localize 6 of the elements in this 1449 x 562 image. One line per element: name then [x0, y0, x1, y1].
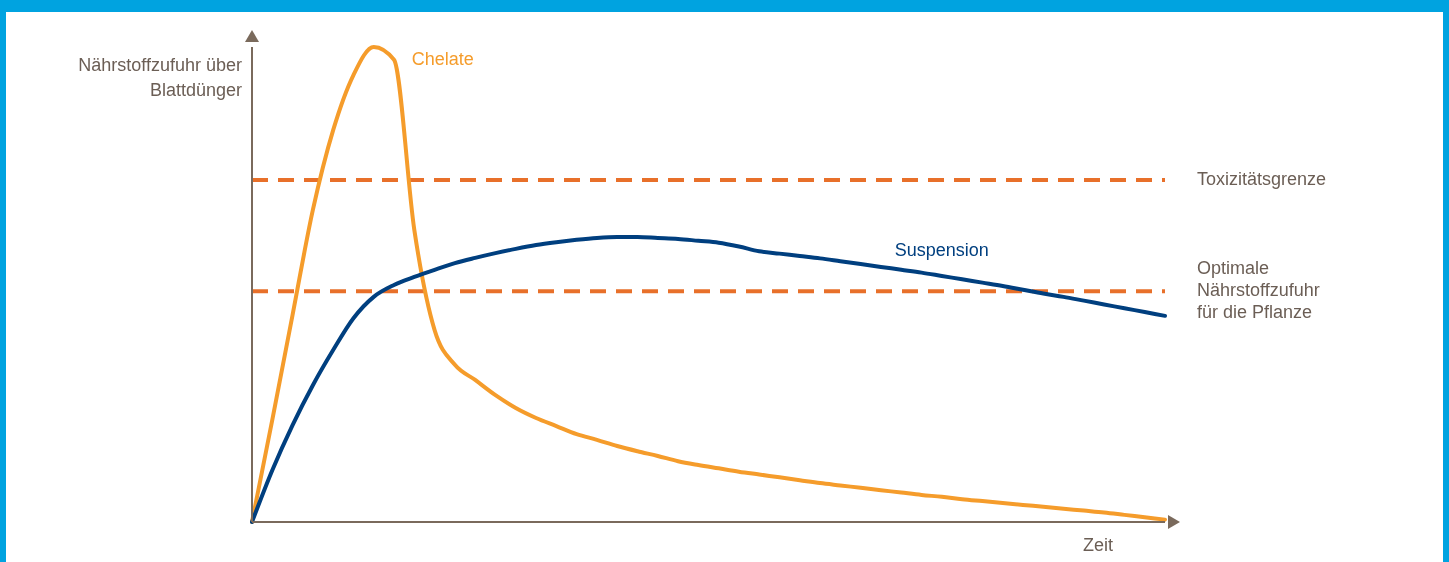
ref-line-label: Optimale Nährstoffzufuhr für die Pflanze [1197, 257, 1320, 322]
series-label: Suspension [894, 239, 989, 260]
ref-line-label: Toxizitätsgrenze [1197, 168, 1327, 189]
series-label: Chelate [411, 49, 474, 69]
x-axis-title: Zeit [1083, 535, 1114, 556]
y-axis-title: Nährstoffzufuhr über Blattdünger [77, 54, 242, 102]
